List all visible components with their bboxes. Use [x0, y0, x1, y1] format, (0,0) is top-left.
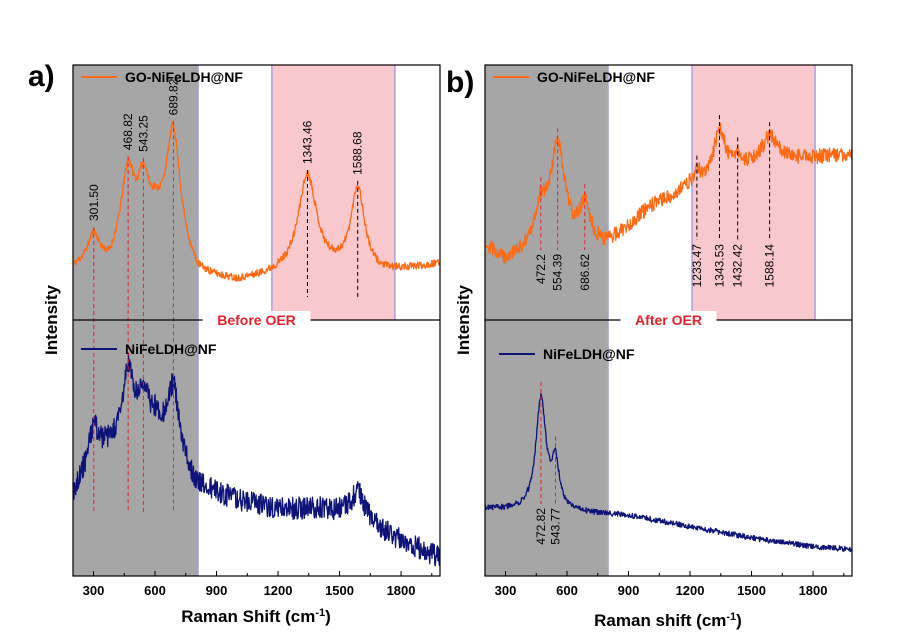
peak-label-1343.46: 1343.46: [300, 120, 314, 164]
series-go-nifeldh-line: [484, 122, 853, 265]
panel-b-x-axis-title-sup: -1: [726, 611, 736, 623]
peak-label-1588.14: 1588.14: [763, 244, 777, 288]
panel-b-peak-labels: 472.2 554.39 686.62 1233.47 1343.53 1432.42 15…: [534, 244, 777, 545]
x-tick-label-600: 600: [144, 583, 166, 598]
peak-label-686.62: 686.62: [578, 254, 592, 291]
panel-a-y-axis-title: Intensity: [42, 285, 61, 355]
panel-a-legend-go-label: GO-NiFeLDH@NF: [125, 69, 243, 85]
panel-b-x-axis-title: Raman shift (cm-1): [594, 611, 742, 630]
panel-a-x-axis-title-tail: ): [325, 607, 331, 626]
panel-b-legend-ni: NiFeLDH@NF: [499, 346, 635, 362]
panel-a-traces: [72, 120, 441, 567]
panel-a: 301.50 468.82 543.25 689.82 1343.46 1588.68 B…: [28, 60, 441, 626]
panel-b-separator-bg: [620, 311, 717, 329]
peak-label-468.82: 468.82: [121, 113, 135, 150]
peak-label-543.77: 543.77: [548, 508, 562, 545]
peak-label-472.2: 472.2: [534, 254, 548, 284]
series-nifeldh-line: [72, 352, 441, 567]
peak-label-543.25: 543.25: [136, 115, 150, 152]
series-nifeldh-line: [484, 393, 853, 553]
panel-b: 472.2 554.39 686.62 1233.47 1343.53 1432.42 15…: [446, 64, 853, 630]
x-tick-label-1800: 1800: [799, 583, 828, 598]
panel-a-peak-lines: [93, 121, 359, 512]
panel-b-legend-go-label: GO-NiFeLDH@NF: [537, 69, 655, 85]
panel-b-frame: [484, 64, 853, 577]
peak-label-554.39: 554.39: [551, 254, 565, 291]
peak-label-301.50: 301.50: [87, 184, 101, 221]
panel-a-frame: [72, 64, 441, 577]
panel-a-legend-ni: NiFeLDH@NF: [81, 341, 217, 357]
x-tick-label-1500: 1500: [325, 583, 354, 598]
panel-b-x-ticks: 300 600 900 1200 1500 1800: [495, 571, 845, 598]
panel-a-legend-go: GO-NiFeLDH@NF: [81, 69, 243, 85]
panel-b-x-axis-title-main: Raman shift (cm: [594, 611, 726, 630]
panel-a-peak-labels: 301.50 468.82 543.25 689.82 1343.46 1588.68: [87, 78, 365, 221]
x-tick-label-300: 300: [495, 583, 517, 598]
panel-b-y-axis-title: Intensity: [454, 285, 473, 355]
x-tick-label-1200: 1200: [676, 583, 705, 598]
x-tick-label-900: 900: [618, 583, 640, 598]
series-go-nifeldh-line: [72, 120, 441, 282]
x-tick-label-1500: 1500: [737, 583, 766, 598]
panel-a-legend-ni-label: NiFeLDH@NF: [125, 341, 217, 357]
panel-a-x-axis-title-sup: -1: [315, 607, 325, 619]
panel-b-legend-go: GO-NiFeLDH@NF: [493, 69, 655, 85]
band-pink-1: [271, 65, 395, 320]
x-tick-label-300: 300: [83, 583, 105, 598]
band-pink-1: [692, 65, 816, 320]
peak-label-1588.68: 1588.68: [351, 131, 365, 175]
panel-b-separator-label: After OER: [635, 312, 702, 328]
peak-label-689.82: 689.82: [166, 78, 180, 115]
panel-a-separator-label: Before OER: [217, 312, 296, 328]
panel-b-letter: b): [446, 66, 474, 99]
peak-label-1233.47: 1233.47: [690, 244, 704, 288]
panel-b-traces: [484, 122, 853, 553]
x-tick-label-1800: 1800: [387, 583, 416, 598]
panel-b-x-axis-title-tail: ): [736, 611, 742, 630]
peak-label-1343.53: 1343.53: [712, 244, 726, 288]
x-tick-label-900: 900: [206, 583, 228, 598]
peak-label-472.82: 472.82: [534, 508, 548, 545]
x-tick-label-1200: 1200: [264, 583, 293, 598]
panel-a-x-axis-title-main: Raman Shift (cm: [181, 607, 315, 626]
peak-label-1432.42: 1432.42: [731, 244, 745, 288]
panel-a-separator-bg: [202, 311, 311, 329]
panel-b-legend-ni-label: NiFeLDH@NF: [543, 346, 635, 362]
panel-a-x-ticks: 300 600 900 1200 1500 1800: [83, 571, 433, 598]
x-tick-label-600: 600: [556, 583, 578, 598]
panel-a-letter: a): [28, 60, 55, 93]
panel-b-peak-lines: [540, 115, 771, 504]
panel-a-x-axis-title: Raman Shift (cm-1): [181, 607, 331, 626]
